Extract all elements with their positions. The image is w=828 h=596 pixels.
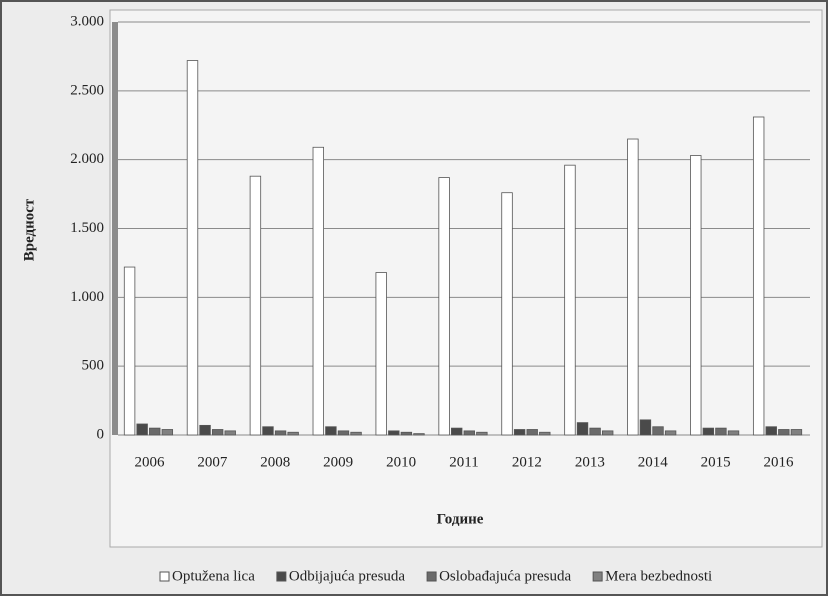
bar bbox=[778, 429, 790, 436]
legend-label: Odbijajuća presuda bbox=[289, 568, 406, 584]
x-tick-label: 2009 bbox=[323, 454, 353, 470]
bar bbox=[589, 427, 601, 436]
y-tick-label: 2.500 bbox=[70, 82, 104, 98]
bar bbox=[149, 427, 161, 436]
bar bbox=[325, 426, 337, 436]
x-tick-label: 2006 bbox=[134, 454, 165, 470]
bar bbox=[576, 422, 589, 436]
bar bbox=[312, 146, 325, 436]
legend-label: Mera bezbednosti bbox=[605, 568, 712, 584]
bar bbox=[274, 430, 287, 436]
legend-swatch bbox=[159, 571, 170, 582]
plot-frame bbox=[109, 9, 823, 548]
bar bbox=[451, 427, 463, 436]
bar bbox=[727, 430, 740, 436]
bar bbox=[639, 419, 652, 436]
bar bbox=[715, 427, 727, 436]
x-axis-label: Године bbox=[437, 511, 484, 527]
bar bbox=[350, 431, 362, 436]
bar bbox=[400, 431, 413, 436]
bar bbox=[161, 429, 174, 436]
bar bbox=[664, 430, 677, 436]
y-tick-label: 500 bbox=[82, 358, 105, 374]
bar bbox=[287, 431, 299, 436]
x-tick-label: 2016 bbox=[764, 454, 795, 470]
bar bbox=[375, 272, 387, 436]
bar bbox=[652, 426, 664, 436]
bar bbox=[199, 424, 211, 436]
legend-swatch bbox=[276, 571, 287, 582]
bar bbox=[790, 429, 803, 436]
bar bbox=[501, 192, 513, 436]
bar bbox=[539, 431, 551, 436]
x-tick-label: 2008 bbox=[260, 454, 290, 470]
y-tick-label: 2.000 bbox=[70, 151, 104, 167]
x-tick-label: 2014 bbox=[638, 454, 669, 470]
x-tick-label: 2010 bbox=[386, 454, 416, 470]
bar bbox=[752, 116, 765, 436]
y-tick-label: 0 bbox=[97, 426, 105, 442]
bar bbox=[224, 430, 236, 436]
x-tick-label: 2012 bbox=[512, 454, 542, 470]
bar bbox=[765, 426, 777, 436]
bar bbox=[513, 429, 526, 436]
bar bbox=[249, 175, 262, 436]
bar bbox=[388, 430, 400, 436]
bar bbox=[526, 429, 538, 436]
bar bbox=[627, 138, 639, 436]
bar bbox=[476, 431, 488, 436]
y-tick-label: 1.500 bbox=[70, 220, 104, 236]
x-tick-label: 2013 bbox=[575, 454, 605, 470]
bar bbox=[123, 266, 136, 436]
x-tick-label: 2011 bbox=[449, 454, 478, 470]
x-tick-label: 2007 bbox=[197, 454, 228, 470]
bar bbox=[211, 429, 224, 436]
y-axis-label: Вредност bbox=[21, 198, 37, 261]
x-tick-label: 2015 bbox=[701, 454, 731, 470]
bar bbox=[690, 155, 702, 436]
bar bbox=[702, 427, 715, 436]
y-tick-label: 1.000 bbox=[70, 289, 104, 305]
bar bbox=[337, 430, 350, 436]
bar bbox=[463, 430, 475, 436]
legend-label: Oslobađajuća presuda bbox=[439, 568, 571, 584]
bar bbox=[136, 423, 148, 436]
legend-swatch bbox=[592, 571, 603, 582]
legend-swatch bbox=[426, 571, 437, 582]
bar bbox=[413, 433, 425, 436]
y-axis-wall bbox=[112, 22, 118, 435]
bar bbox=[602, 430, 614, 436]
bar bbox=[262, 426, 274, 436]
legend-label: Optužena lica bbox=[172, 568, 255, 584]
y-tick-label: 3.000 bbox=[70, 13, 104, 29]
bar bbox=[564, 164, 576, 436]
bar bbox=[186, 60, 199, 436]
bar bbox=[438, 177, 450, 436]
